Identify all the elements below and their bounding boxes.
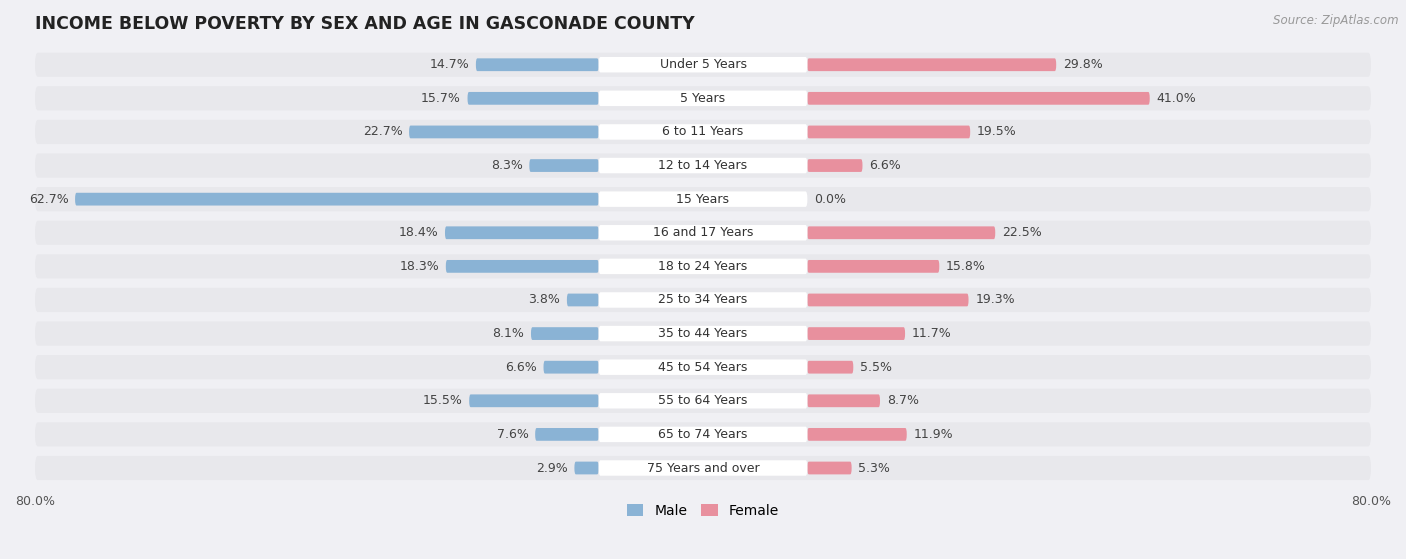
FancyBboxPatch shape [599,158,807,173]
Text: 55 to 64 Years: 55 to 64 Years [658,394,748,408]
FancyBboxPatch shape [599,57,807,73]
Text: Under 5 Years: Under 5 Years [659,58,747,71]
FancyBboxPatch shape [599,326,807,342]
FancyBboxPatch shape [599,225,807,240]
Text: 11.7%: 11.7% [911,327,952,340]
Text: Source: ZipAtlas.com: Source: ZipAtlas.com [1274,14,1399,27]
Text: 62.7%: 62.7% [28,193,69,206]
Text: 41.0%: 41.0% [1156,92,1197,105]
Text: 75 Years and over: 75 Years and over [647,462,759,475]
Text: 22.5%: 22.5% [1002,226,1042,239]
Text: 12 to 14 Years: 12 to 14 Years [658,159,748,172]
Text: 18.3%: 18.3% [399,260,439,273]
FancyBboxPatch shape [446,260,599,273]
FancyBboxPatch shape [544,361,599,373]
FancyBboxPatch shape [807,226,995,239]
Text: 6 to 11 Years: 6 to 11 Years [662,125,744,139]
FancyBboxPatch shape [599,259,807,274]
FancyBboxPatch shape [599,460,807,476]
FancyBboxPatch shape [599,393,807,409]
Text: 22.7%: 22.7% [363,125,402,139]
FancyBboxPatch shape [529,159,599,172]
Text: 5.3%: 5.3% [858,462,890,475]
Text: 15.7%: 15.7% [420,92,461,105]
Text: 11.9%: 11.9% [914,428,953,441]
FancyBboxPatch shape [35,456,1371,480]
FancyBboxPatch shape [35,288,1371,312]
Text: 15 Years: 15 Years [676,193,730,206]
FancyBboxPatch shape [35,120,1371,144]
FancyBboxPatch shape [444,226,599,239]
Text: 14.7%: 14.7% [429,58,470,71]
FancyBboxPatch shape [35,254,1371,278]
FancyBboxPatch shape [807,361,853,373]
Text: 19.3%: 19.3% [976,293,1015,306]
Text: 18 to 24 Years: 18 to 24 Years [658,260,748,273]
FancyBboxPatch shape [599,124,807,140]
FancyBboxPatch shape [468,92,599,105]
FancyBboxPatch shape [75,193,599,206]
FancyBboxPatch shape [35,86,1371,111]
FancyBboxPatch shape [807,327,905,340]
FancyBboxPatch shape [575,462,599,475]
FancyBboxPatch shape [536,428,599,441]
Text: 45 to 54 Years: 45 to 54 Years [658,361,748,373]
Text: 6.6%: 6.6% [869,159,901,172]
Text: 35 to 44 Years: 35 to 44 Years [658,327,748,340]
Text: 15.8%: 15.8% [946,260,986,273]
FancyBboxPatch shape [409,126,599,138]
FancyBboxPatch shape [35,422,1371,447]
FancyBboxPatch shape [807,159,862,172]
FancyBboxPatch shape [807,260,939,273]
Text: 5.5%: 5.5% [860,361,891,373]
Text: 16 and 17 Years: 16 and 17 Years [652,226,754,239]
Legend: Male, Female: Male, Female [621,498,785,523]
FancyBboxPatch shape [807,126,970,138]
Text: 65 to 74 Years: 65 to 74 Years [658,428,748,441]
FancyBboxPatch shape [35,355,1371,380]
Text: 19.5%: 19.5% [977,125,1017,139]
Text: INCOME BELOW POVERTY BY SEX AND AGE IN GASCONADE COUNTY: INCOME BELOW POVERTY BY SEX AND AGE IN G… [35,15,695,33]
FancyBboxPatch shape [470,395,599,407]
Text: 3.8%: 3.8% [529,293,560,306]
FancyBboxPatch shape [35,53,1371,77]
FancyBboxPatch shape [807,462,852,475]
Text: 2.9%: 2.9% [536,462,568,475]
FancyBboxPatch shape [807,293,969,306]
Text: 8.3%: 8.3% [491,159,523,172]
FancyBboxPatch shape [599,359,807,375]
Text: 29.8%: 29.8% [1063,58,1102,71]
FancyBboxPatch shape [599,191,807,207]
Text: 8.1%: 8.1% [492,327,524,340]
Text: 5 Years: 5 Years [681,92,725,105]
FancyBboxPatch shape [35,321,1371,345]
FancyBboxPatch shape [807,92,1150,105]
FancyBboxPatch shape [599,91,807,106]
FancyBboxPatch shape [807,395,880,407]
FancyBboxPatch shape [599,292,807,307]
Text: 0.0%: 0.0% [814,193,846,206]
FancyBboxPatch shape [35,154,1371,178]
Text: 7.6%: 7.6% [496,428,529,441]
Text: 8.7%: 8.7% [887,394,918,408]
FancyBboxPatch shape [807,58,1056,71]
Text: 15.5%: 15.5% [423,394,463,408]
FancyBboxPatch shape [35,389,1371,413]
FancyBboxPatch shape [531,327,599,340]
Text: 6.6%: 6.6% [505,361,537,373]
FancyBboxPatch shape [807,428,907,441]
FancyBboxPatch shape [475,58,599,71]
FancyBboxPatch shape [35,187,1371,211]
FancyBboxPatch shape [567,293,599,306]
Text: 25 to 34 Years: 25 to 34 Years [658,293,748,306]
Text: 18.4%: 18.4% [398,226,439,239]
FancyBboxPatch shape [35,221,1371,245]
FancyBboxPatch shape [599,427,807,442]
